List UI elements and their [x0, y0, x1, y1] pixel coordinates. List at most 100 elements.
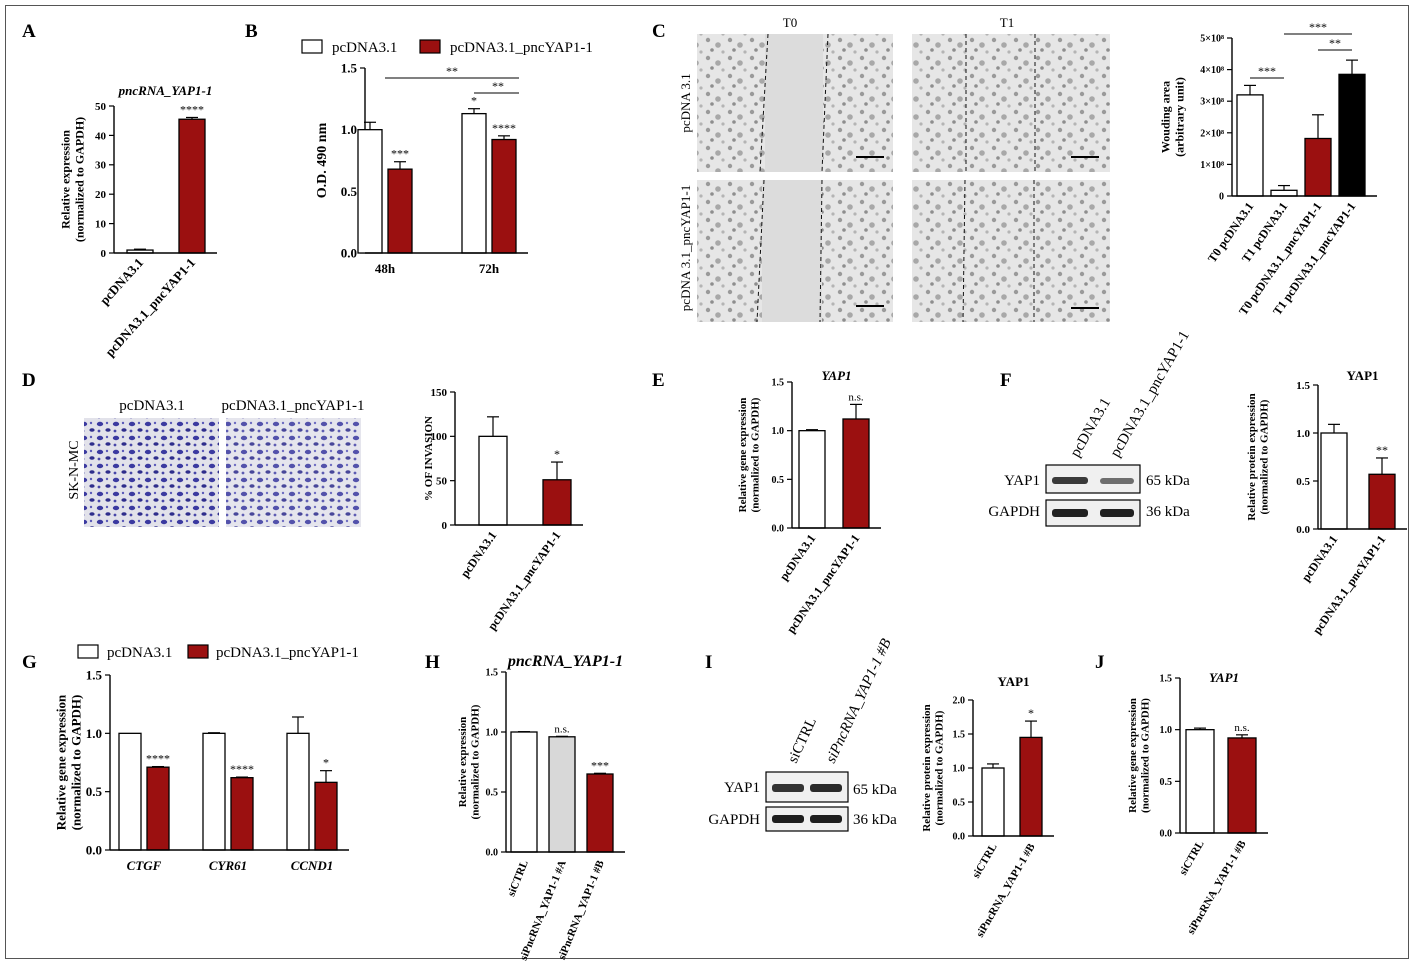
blot-f-band-gapdh-lane1	[1052, 509, 1088, 517]
x-tick-label: CYR61	[209, 858, 247, 873]
invasion-images: pcDNA3.1 pcDNA3.1_pncYAP1-1 SK-N-MC	[67, 398, 364, 527]
chart-title: YAP1	[821, 368, 851, 383]
x-tick-label: siCTRL	[1177, 839, 1206, 878]
y-axis-label: Relative gene expression(normalized to G…	[53, 694, 83, 830]
y-tick-label: 1.0	[772, 426, 785, 437]
significance-label: *	[471, 94, 477, 108]
significance-label: **	[1376, 443, 1388, 457]
y-tick-label: 1.0	[486, 728, 499, 739]
bar	[1019, 736, 1043, 837]
chart-j: 0.0 0.5 1.0 1.5 Relative gene expression(nor…	[1127, 670, 1268, 937]
panel-letter-c: C	[652, 21, 666, 42]
significance-label: ****	[492, 121, 516, 135]
y-tick-label: 1.5	[86, 668, 103, 683]
bar	[1227, 737, 1257, 834]
significance-label: n.s.	[554, 723, 570, 735]
bar	[1368, 473, 1396, 530]
significance-label: **	[1329, 36, 1341, 50]
y-tick-label: 1.0	[1160, 725, 1173, 736]
x-tick-label: pcDNA3.1	[458, 529, 500, 580]
y-tick-label: 0.0	[486, 848, 499, 859]
x-tick-label: siCTRL	[505, 859, 530, 899]
blot-i-lane-label-2: siPncRNA_YAP1-1 #B	[823, 636, 895, 765]
bar	[981, 767, 1005, 837]
bar	[542, 479, 572, 526]
blot-i-band-gapdh-lane1	[772, 815, 804, 823]
chart-e: 0.0 0.5 1.0 1.5 Relative gene expression(nor…	[737, 368, 881, 636]
y-tick-label: 3×10⁸	[1200, 97, 1224, 108]
chart-c: 0 1×10⁸ 2×10⁸ 3×10⁸ 4×10⁸ 5×10⁸ Wouding area(a…	[1159, 20, 1377, 318]
y-tick-label: 1.0	[86, 726, 102, 741]
chart-title: pncRNA_YAP1-1	[118, 83, 213, 98]
y-axis-label: Relative expression(normalized to GAPDH)	[457, 704, 482, 819]
legend-g: pcDNA3.1 pcDNA3.1_pncYAP1-1	[77, 644, 359, 661]
bar	[286, 732, 310, 851]
y-tick-label: 1.5	[1160, 674, 1173, 685]
y-axis-label: Relative protein expression(normalized t…	[1246, 393, 1271, 520]
bar	[1320, 432, 1348, 530]
significance-label: n.s.	[848, 391, 864, 403]
panel-letter-j: J	[1095, 652, 1105, 673]
blot-i-band-yap1-lane2	[810, 784, 842, 792]
micrograph-t1-control	[912, 34, 1110, 172]
panel-letter-i: I	[705, 652, 712, 673]
y-tick-label: 0.5	[486, 788, 499, 799]
bar	[798, 430, 826, 529]
x-tick-label: siCTRL	[970, 842, 999, 881]
legend-swatch-control	[301, 39, 323, 54]
legend-swatch-treated	[187, 644, 209, 659]
x-tick-label: pcDNA3.1_pncYAP1-1	[102, 255, 198, 359]
y-tick-label: 0.0	[1160, 829, 1173, 840]
bar	[1185, 729, 1215, 834]
bar	[1236, 94, 1264, 197]
y-axis-label: Wouding area(arbitrary unit)	[1159, 77, 1187, 157]
y-axis-label: Relative gene expression(normalized to G…	[1127, 698, 1152, 813]
invasion-col-label-control: pcDNA3.1	[119, 398, 184, 414]
legend-label-control: pcDNA3.1	[107, 645, 172, 661]
figure-frame	[5, 5, 1409, 959]
western-blot-i: siCTRL siPncRNA_YAP1-1 #B YAP1 GAPDH 65 …	[708, 636, 897, 832]
chart-d: 0 50 100 150 % OF INVASION pcDNA3.1 * pcDNA3.1_…	[423, 387, 583, 633]
x-tick-label: CCND1	[291, 858, 334, 873]
significance-label: ****	[146, 752, 170, 766]
chart-b: 0.00.51.01.5O.D. 490 nm ***48h*****72h***…	[315, 61, 528, 276]
legend-swatch-control	[77, 644, 99, 659]
legend-label-control: pcDNA3.1	[332, 40, 397, 56]
bar	[230, 777, 254, 851]
bar	[146, 766, 170, 851]
chart-title: pncRNA_YAP1-1	[506, 653, 623, 670]
blot-f-band-yap1-lane1	[1052, 477, 1088, 484]
y-axis-label: Relative protein expression(normalized t…	[921, 704, 946, 831]
y-axis-label: Relative gene expression(normalized to G…	[737, 397, 762, 512]
chart-title: YAP1	[1209, 670, 1239, 685]
invasion-col-label-treated: pcDNA3.1_pncYAP1-1	[222, 398, 365, 414]
micrograph-t1-treated	[912, 179, 1110, 323]
bar	[1304, 137, 1332, 197]
y-tick-label: 100	[431, 431, 448, 443]
x-tick-label: 72h	[479, 261, 500, 276]
wound-healing-images: T0 T1 pcDNA 3.1 pcDNA 3.1_pncYAP1-1	[678, 15, 1110, 323]
y-tick-label: 0.5	[341, 184, 358, 199]
y-tick-label: 1.0	[341, 122, 357, 137]
blot-i-size-label-1: 65 kDa	[853, 782, 897, 798]
blot-f-size-label-2: 36 kDa	[1146, 504, 1190, 520]
legend-label-treated: pcDNA3.1_pncYAP1-1	[450, 40, 593, 56]
y-tick-label: 0.5	[1160, 777, 1173, 788]
bar	[491, 138, 517, 254]
significance-label: n.s.	[1234, 722, 1250, 734]
significance-label: ***	[591, 758, 609, 772]
significance-label: *	[554, 447, 560, 461]
panel-letter-d: D	[22, 370, 36, 391]
y-tick-label: 0.0	[1296, 524, 1310, 536]
bar	[842, 418, 870, 529]
blot-i-band-gapdh-lane2	[810, 815, 842, 823]
bar	[118, 732, 142, 851]
chart-a: 0 10 20 30 40 50 Relative expression(normalize…	[59, 83, 217, 359]
legend-swatch-treated	[419, 39, 441, 54]
panel-letter-b: B	[245, 21, 258, 42]
y-tick-label: 40	[95, 130, 107, 142]
bar	[510, 731, 538, 853]
significance-label: ***	[391, 147, 409, 161]
significance-label: **	[492, 79, 504, 93]
blot-i-size-label-2: 36 kDa	[853, 812, 897, 828]
